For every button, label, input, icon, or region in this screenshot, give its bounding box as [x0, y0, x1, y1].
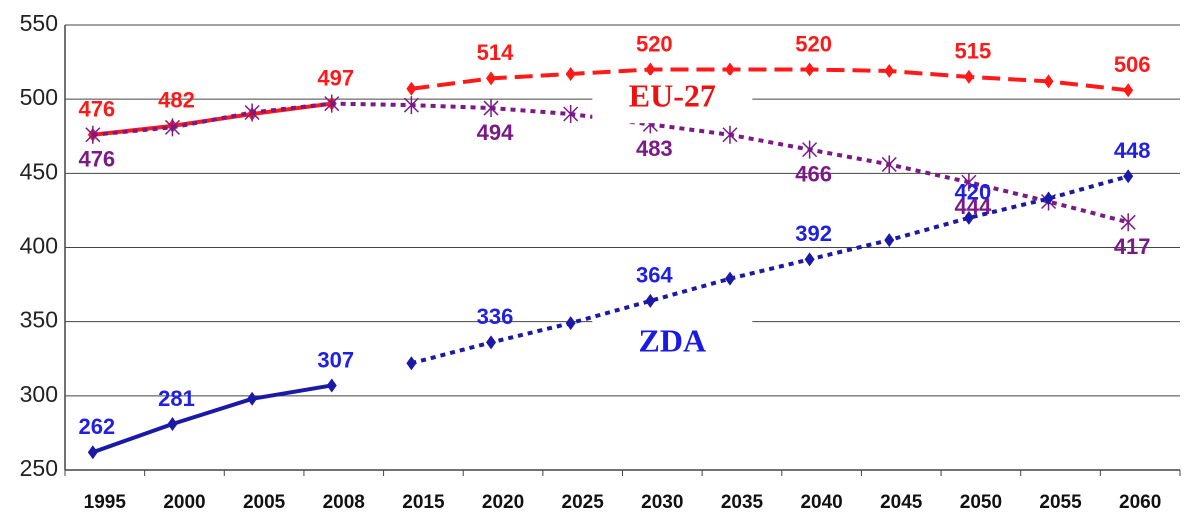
value-label: 466 [795, 161, 832, 186]
marker [244, 103, 260, 122]
y-tick-label: 550 [20, 10, 58, 36]
x-tick-label: 2015 [402, 492, 445, 513]
value-label: 476 [78, 97, 115, 122]
value-label: 420 [955, 180, 992, 205]
annotation: ZDA [639, 322, 707, 358]
value-label: 336 [477, 304, 514, 329]
marker [1120, 213, 1136, 232]
value-label: 515 [955, 39, 992, 64]
x-tick-label: 1995 [84, 492, 127, 513]
marker [802, 140, 818, 159]
y-tick-label: 250 [20, 455, 58, 481]
y-tick-label: 450 [20, 158, 58, 184]
marker [645, 293, 656, 308]
value-label: 494 [477, 120, 514, 145]
marker [1123, 83, 1134, 98]
marker [884, 233, 895, 248]
x-tick-label: 2045 [880, 492, 923, 513]
value-label: 262 [78, 414, 115, 439]
marker [324, 94, 340, 113]
marker [403, 96, 419, 115]
x-tick-label: 2025 [562, 492, 605, 513]
value-label: 364 [636, 263, 673, 288]
marker [247, 391, 258, 406]
x-tick-label: 2040 [800, 492, 842, 513]
marker [167, 417, 178, 432]
marker [164, 118, 180, 137]
marker [565, 316, 576, 331]
marker [963, 210, 974, 225]
value-label: 514 [477, 40, 514, 65]
value-label: 392 [795, 221, 832, 246]
x-tick-label: 2050 [960, 492, 1002, 513]
line-dashed [410, 174, 1129, 366]
x-tick-label: 2060 [1119, 492, 1161, 513]
marker [85, 125, 101, 144]
annotation-bg [592, 319, 753, 368]
marker [486, 71, 497, 86]
marker [884, 63, 895, 78]
x-tick-label: 2055 [1039, 492, 1082, 513]
x-tick-label: 2005 [243, 492, 286, 513]
annotation: EU-27 [629, 78, 716, 114]
marker [563, 105, 579, 123]
marker [1043, 191, 1054, 206]
value-label: 520 [636, 31, 673, 56]
marker [881, 155, 897, 174]
marker [1123, 169, 1134, 184]
marker [804, 62, 815, 77]
marker [1043, 74, 1054, 89]
marker [724, 271, 735, 286]
value-label: 281 [158, 386, 195, 411]
marker [406, 81, 417, 96]
line-solid [92, 383, 333, 455]
marker [722, 125, 738, 144]
line-dashed [411, 67, 1129, 93]
marker [645, 62, 656, 77]
value-label: 448 [1114, 138, 1151, 163]
x-tick-label: 2000 [163, 492, 205, 513]
value-label: 483 [636, 136, 673, 161]
value-label: 307 [317, 347, 354, 372]
value-label: 520 [795, 31, 832, 56]
x-tick-label: 2030 [641, 492, 683, 513]
marker [565, 66, 576, 81]
x-tick-label: 2008 [323, 492, 365, 513]
x-tick-label: 2035 [721, 492, 764, 513]
marker [963, 69, 974, 84]
marker [486, 335, 497, 350]
value-label: 476 [78, 147, 115, 172]
value-label: 497 [317, 65, 354, 90]
y-tick-label: 500 [20, 84, 58, 110]
y-tick-label: 300 [20, 381, 58, 407]
marker [406, 356, 417, 371]
annotation-bg [592, 75, 753, 124]
marker [326, 378, 337, 393]
x-tick-label: 2020 [482, 492, 524, 513]
marker [961, 173, 977, 192]
marker [804, 252, 815, 267]
marker [87, 445, 98, 460]
marker [724, 62, 735, 77]
marker [483, 99, 499, 118]
value-label: 482 [158, 88, 195, 113]
y-tick-label: 350 [20, 307, 58, 333]
y-tick-label: 400 [20, 233, 58, 259]
value-label: 506 [1114, 52, 1151, 77]
value-label: 417 [1114, 234, 1151, 259]
